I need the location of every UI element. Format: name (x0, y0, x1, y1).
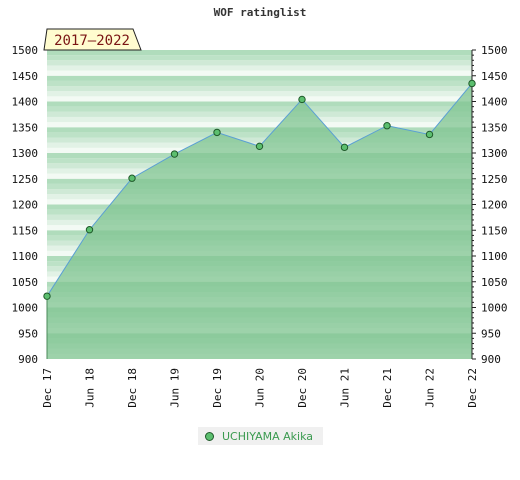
y-axis-right: 900 950 1000 1050 1100 1150 1200 1250 1300 1350 14… (471, 44, 508, 366)
y-tick-label-right: 1000 (481, 302, 508, 315)
legend-label: UCHIYAMA Akika (222, 429, 314, 443)
background-band (47, 101, 472, 107)
data-points (43, 79, 476, 300)
data-point[interactable] (170, 150, 179, 158)
x-tick-label: Jun 20 (254, 368, 267, 408)
y-tick-label-right: 950 (481, 327, 501, 340)
y-tick-label-left: 1100 (12, 250, 39, 263)
y-tick-label-left: 1200 (12, 199, 39, 212)
background-band (47, 137, 472, 143)
x-tick-label: Dec 18 (126, 368, 139, 408)
series-area (47, 83, 472, 359)
data-point[interactable] (213, 128, 221, 137)
x-tick-label: Jun 18 (84, 368, 97, 408)
background-band (47, 116, 472, 123)
y-tick-label-left: 1400 (12, 96, 39, 109)
background-band (47, 55, 472, 61)
data-point[interactable] (298, 95, 306, 104)
y-tick-label-right: 1250 (481, 173, 508, 186)
badge-group: 2017–2022 (43, 28, 142, 51)
background-band (47, 50, 472, 56)
x-tick-label: Dec 22 (466, 368, 479, 408)
y-tick-label-right: 1300 (481, 147, 508, 160)
y-tick-label-right: 1500 (481, 44, 508, 57)
y-tick-label-right: 1400 (481, 96, 508, 109)
x-tick-label: Jun 19 (169, 368, 182, 408)
x-tick-label: Dec 19 (211, 368, 224, 408)
background-band (47, 106, 472, 112)
background-band (47, 70, 472, 76)
y-tick-label-left: 900 (18, 353, 38, 366)
background-band (47, 122, 472, 128)
background-band (47, 91, 472, 97)
badge-shape (43, 28, 142, 51)
y-tick-label-right: 1450 (481, 70, 508, 83)
data-point[interactable] (85, 226, 94, 234)
y-tick-label-left: 1350 (12, 121, 39, 134)
background-band (47, 75, 472, 81)
y-axis-left: 900 950 1000 1050 1100 1150 1200 1250 1300 1350 14… (12, 44, 39, 366)
y-tick-label-right: 1150 (481, 224, 508, 237)
legend[interactable]: UCHIYAMA Akika (198, 427, 323, 445)
badge-label: 2017–2022 (54, 33, 130, 49)
background-band (47, 96, 472, 102)
y-tick-label-left: 1000 (12, 302, 39, 315)
x-tick-label: Jun 21 (339, 368, 352, 408)
data-point[interactable] (128, 174, 136, 182)
y-tick-label-right: 900 (481, 353, 501, 366)
data-point[interactable] (255, 142, 264, 151)
x-tick-label: Dec 21 (381, 368, 394, 408)
chart-title: WOF ratinglist (213, 6, 307, 19)
x-tick-label: Dec 20 (296, 368, 309, 408)
y-tick-label-left: 1250 (12, 173, 39, 186)
data-point[interactable] (383, 122, 391, 130)
data-point[interactable] (425, 130, 434, 139)
data-point[interactable] (340, 143, 349, 152)
y-tick-label-right: 1200 (481, 199, 508, 212)
y-tick-label-left: 1450 (12, 70, 39, 83)
background-band (47, 80, 472, 87)
legend-marker-icon (205, 431, 214, 441)
x-tick-label: Jun 22 (424, 368, 437, 408)
data-point[interactable] (468, 79, 476, 88)
y-tick-label-left: 1050 (12, 276, 39, 289)
data-point[interactable] (43, 292, 51, 300)
background-band (47, 127, 472, 133)
y-tick-label-right: 1100 (481, 250, 508, 263)
y-tick-label-right: 1050 (481, 276, 508, 289)
y-tick-label-left: 1500 (12, 44, 39, 57)
background-band (47, 111, 472, 117)
y-tick-label-left: 1150 (12, 224, 39, 237)
y-tick-label-left: 1300 (12, 147, 39, 160)
y-tick-label-right: 1350 (481, 121, 508, 134)
background-band (47, 86, 472, 92)
background-band (47, 60, 472, 66)
y-tick-label-left: 950 (18, 327, 38, 340)
x-tick-label: Dec 17 (41, 368, 54, 408)
x-axis: Dec 17 Jun 18 Dec 18 Jun 19 Dec 19 Jun 20 Dec … (41, 368, 479, 408)
background-band (47, 132, 472, 138)
background-band (47, 65, 472, 71)
